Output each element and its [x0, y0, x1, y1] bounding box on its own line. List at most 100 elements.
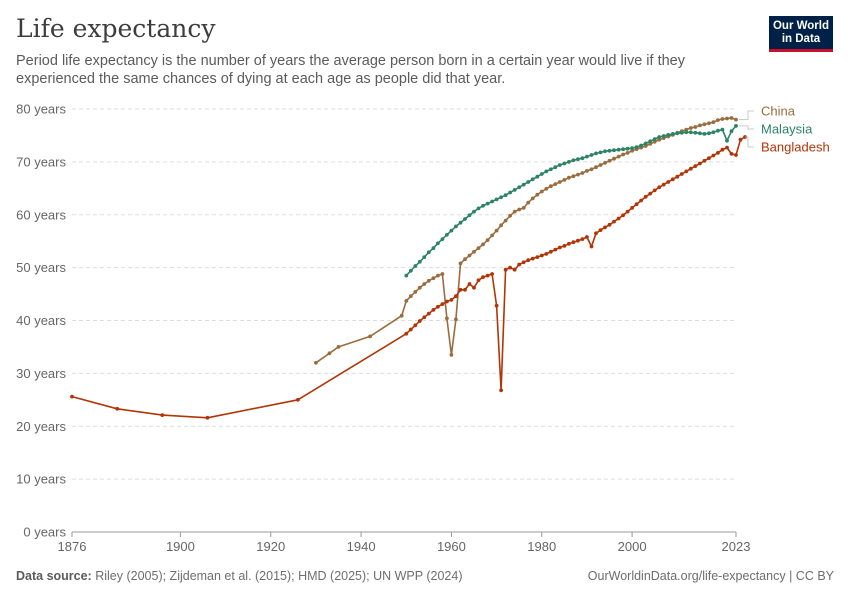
data-point[interactable] [693, 164, 698, 169]
data-point[interactable] [539, 253, 544, 258]
data-point[interactable] [621, 147, 625, 152]
data-point[interactable] [607, 222, 612, 227]
data-point[interactable] [625, 146, 630, 151]
data-point[interactable] [594, 231, 598, 236]
data-point[interactable] [648, 139, 653, 144]
data-point[interactable] [485, 201, 490, 206]
data-point[interactable] [422, 282, 427, 286]
data-point[interactable] [404, 299, 409, 303]
data-point[interactable] [585, 154, 589, 159]
data-point[interactable] [553, 247, 558, 252]
data-point[interactable] [720, 117, 725, 121]
data-point[interactable] [535, 174, 540, 179]
data-point[interactable] [368, 334, 372, 339]
data-point[interactable] [458, 287, 463, 292]
data-point[interactable] [612, 148, 616, 153]
data-point[interactable] [548, 184, 553, 189]
data-point[interactable] [616, 216, 621, 221]
data-point[interactable] [567, 241, 571, 246]
data-point[interactable] [702, 132, 707, 136]
data-point[interactable] [449, 298, 454, 302]
data-point[interactable] [426, 311, 431, 316]
data-point[interactable] [526, 258, 531, 263]
data-point[interactable] [115, 406, 120, 411]
data-point[interactable] [734, 153, 738, 157]
data-point[interactable] [535, 255, 540, 259]
data-point[interactable] [675, 131, 680, 136]
data-point[interactable] [503, 218, 508, 223]
data-point[interactable] [485, 238, 490, 243]
data-point[interactable] [530, 196, 535, 201]
data-point[interactable] [553, 165, 558, 170]
data-point[interactable] [639, 143, 643, 148]
data-point[interactable] [580, 156, 585, 161]
data-point[interactable] [562, 178, 567, 182]
data-point[interactable] [472, 209, 476, 214]
data-point[interactable] [544, 169, 549, 174]
data-point[interactable] [417, 259, 422, 264]
data-point[interactable] [426, 278, 431, 283]
data-point[interactable] [517, 185, 522, 190]
data-point[interactable] [445, 299, 449, 304]
data-point[interactable] [508, 265, 512, 270]
data-point[interactable] [503, 193, 508, 198]
data-point[interactable] [603, 149, 607, 154]
data-point[interactable] [598, 228, 603, 233]
data-point[interactable] [413, 323, 418, 328]
series-label-china[interactable]: China [761, 104, 796, 119]
data-point[interactable] [652, 139, 657, 144]
data-point[interactable] [508, 213, 512, 218]
data-point[interactable] [725, 145, 729, 150]
data-point[interactable] [431, 308, 436, 312]
data-point[interactable] [657, 185, 662, 190]
data-point[interactable] [490, 199, 494, 204]
data-point[interactable] [535, 192, 540, 197]
license-link[interactable]: CC BY [795, 569, 834, 583]
data-point[interactable] [634, 145, 639, 150]
series-label-malaysia[interactable]: Malaysia [761, 122, 813, 137]
data-point[interactable] [422, 255, 427, 259]
data-point[interactable] [679, 172, 684, 176]
data-point[interactable] [463, 217, 467, 221]
data-point[interactable] [589, 153, 594, 157]
data-point[interactable] [738, 137, 743, 142]
data-point[interactable] [698, 131, 702, 136]
data-point[interactable] [472, 249, 476, 254]
data-point[interactable] [463, 287, 467, 292]
data-point[interactable] [580, 171, 585, 175]
data-point[interactable] [630, 206, 634, 210]
data-point[interactable] [481, 203, 485, 208]
data-point[interactable] [408, 327, 413, 332]
data-point[interactable] [544, 186, 549, 191]
data-point[interactable] [436, 273, 440, 278]
data-point[interactable] [630, 146, 634, 151]
data-point[interactable] [530, 256, 535, 261]
data-point[interactable] [539, 189, 544, 194]
data-point[interactable] [707, 131, 711, 136]
data-point[interactable] [517, 207, 522, 212]
data-point[interactable] [530, 177, 535, 182]
data-point[interactable] [327, 351, 332, 356]
data-point[interactable] [562, 161, 567, 166]
data-point[interactable] [589, 167, 594, 172]
data-point[interactable] [693, 130, 698, 135]
data-point[interactable] [585, 169, 589, 173]
data-point[interactable] [693, 125, 698, 129]
data-point[interactable] [607, 158, 612, 163]
data-point[interactable] [436, 304, 440, 309]
data-point[interactable] [512, 267, 517, 272]
data-point[interactable] [440, 272, 445, 276]
data-point[interactable] [503, 267, 508, 272]
data-point[interactable] [661, 182, 666, 187]
data-point[interactable] [729, 116, 734, 120]
data-point[interactable] [734, 124, 738, 128]
data-point[interactable] [688, 166, 693, 171]
data-point[interactable] [512, 209, 517, 214]
data-point[interactable] [625, 209, 630, 214]
data-point[interactable] [621, 213, 625, 218]
data-point[interactable] [512, 188, 517, 192]
data-point[interactable] [716, 151, 720, 155]
data-point[interactable] [652, 137, 657, 142]
data-point[interactable] [485, 273, 490, 278]
source-link[interactable]: OurWorldinData.org/life-expectancy [587, 569, 786, 583]
